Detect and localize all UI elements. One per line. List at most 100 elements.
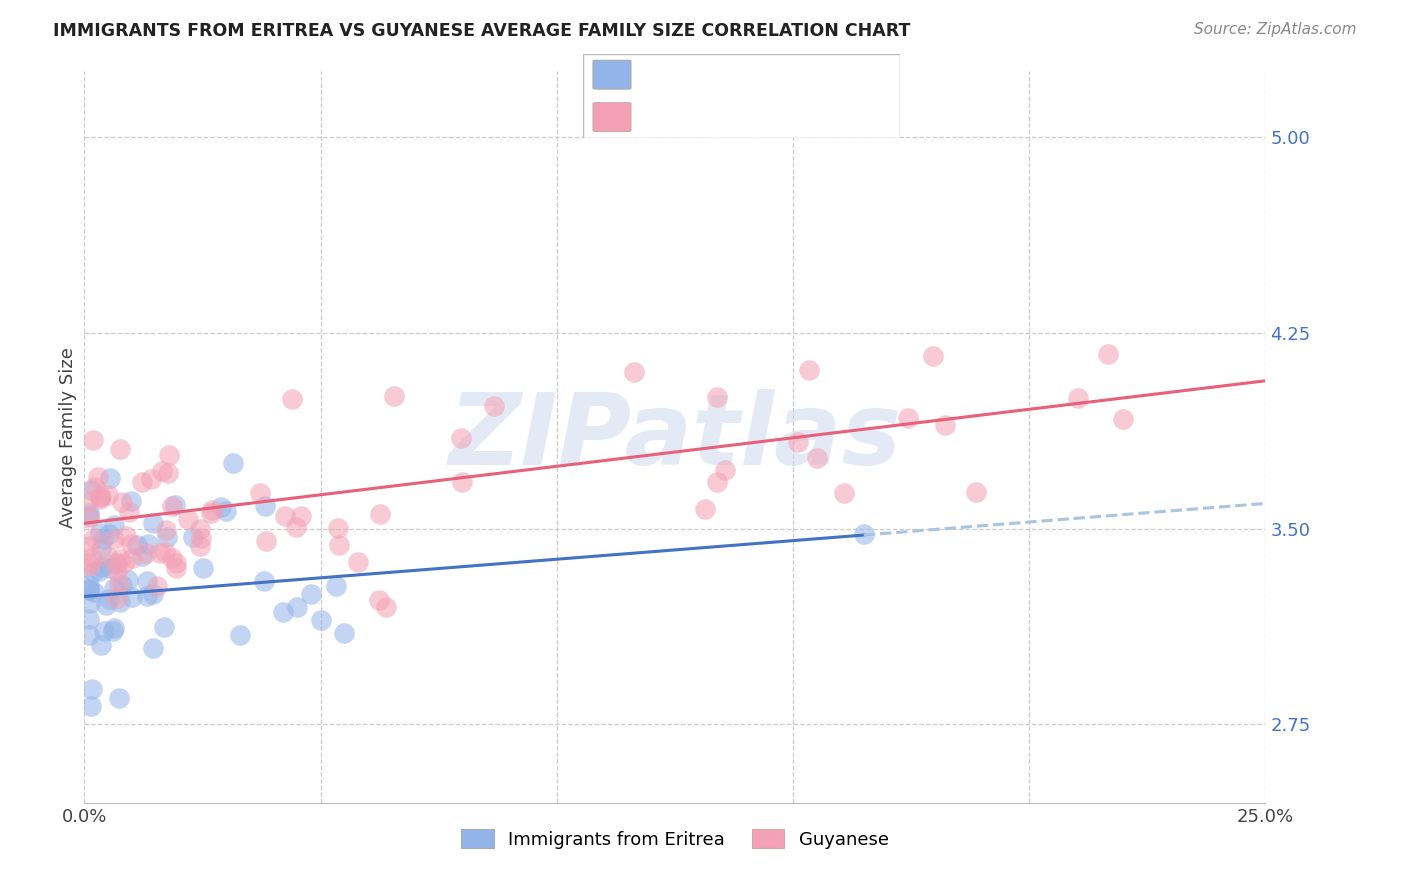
Point [149, 546, 172, 560]
Point [160, 499, 183, 513]
Point [256, 534, 278, 549]
Point [91, 533, 114, 547]
Point [108, 577, 131, 591]
Point [115, 529, 138, 543]
Point [714, 463, 737, 477]
Point [142, 587, 165, 601]
Point [80, 483, 103, 497]
Point [299, 587, 322, 601]
Point [110, 551, 132, 566]
Point [103, 518, 125, 533]
Point [135, 546, 157, 560]
Point [120, 494, 142, 508]
Point [200, 507, 222, 521]
Point [163, 499, 186, 513]
Point [368, 507, 391, 521]
Point [253, 499, 276, 513]
Point [77, 508, 100, 523]
Point [90, 560, 112, 574]
Point [77, 583, 100, 598]
Point [150, 464, 173, 478]
Point [155, 523, 177, 537]
Point [83, 531, 105, 545]
Point [183, 531, 205, 545]
Point [333, 626, 356, 640]
Text: R =: R = [643, 65, 681, 83]
Point [281, 392, 304, 406]
Point [83, 584, 105, 599]
Point [139, 472, 162, 486]
Text: ZIPatlas: ZIPatlas [449, 389, 901, 485]
Point [98, 592, 121, 607]
Point [90, 489, 112, 503]
Point [77, 506, 100, 520]
Point [121, 590, 143, 604]
Point [382, 389, 405, 403]
Point [1112, 412, 1135, 426]
Point [82, 681, 104, 696]
Point [103, 621, 125, 635]
Point [253, 574, 276, 588]
Point [131, 475, 153, 489]
Text: Source: ZipAtlas.com: Source: ZipAtlas.com [1194, 22, 1357, 37]
Point [100, 471, 122, 485]
Point [897, 411, 920, 425]
FancyBboxPatch shape [583, 54, 900, 138]
Point [222, 456, 245, 470]
Point [97, 488, 120, 502]
Point [191, 561, 214, 575]
Point [693, 502, 716, 516]
Point [228, 628, 250, 642]
Point [83, 480, 105, 494]
Point [209, 500, 232, 514]
Point [97, 527, 120, 541]
Point [153, 620, 176, 634]
Point [922, 349, 945, 363]
Point [1097, 346, 1119, 360]
Text: 0.390: 0.390 [676, 106, 730, 125]
Text: N =: N = [765, 106, 806, 124]
Point [934, 417, 956, 432]
Point [89, 542, 111, 557]
Point [176, 512, 198, 526]
Point [165, 557, 187, 571]
Point [105, 591, 128, 605]
Point [89, 526, 111, 541]
Point [290, 509, 312, 524]
Legend: Immigrants from Eritrea, Guyanese: Immigrants from Eritrea, Guyanese [454, 822, 896, 856]
FancyBboxPatch shape [593, 103, 631, 131]
Point [103, 581, 125, 595]
Point [146, 578, 169, 592]
Point [484, 399, 506, 413]
Point [111, 494, 134, 508]
Point [160, 551, 183, 566]
Point [107, 557, 129, 571]
Point [188, 539, 211, 553]
Point [326, 521, 349, 535]
Point [367, 593, 389, 607]
Point [77, 557, 100, 571]
Point [90, 638, 112, 652]
Point [188, 522, 211, 536]
Point [110, 595, 132, 609]
Point [786, 435, 808, 450]
Point [706, 390, 728, 404]
Point [165, 561, 187, 575]
Point [77, 578, 100, 592]
Point [77, 582, 100, 596]
Point [105, 564, 128, 578]
Point [136, 537, 159, 551]
Point [135, 574, 157, 588]
Point [89, 491, 111, 506]
Point [832, 486, 855, 500]
Point [450, 431, 472, 445]
Point [77, 628, 100, 642]
Point [375, 600, 398, 615]
Point [117, 505, 139, 519]
Point [156, 530, 179, 544]
Point [157, 466, 180, 480]
Point [77, 612, 100, 626]
Point [120, 537, 142, 551]
Point [325, 579, 347, 593]
Point [131, 549, 153, 564]
